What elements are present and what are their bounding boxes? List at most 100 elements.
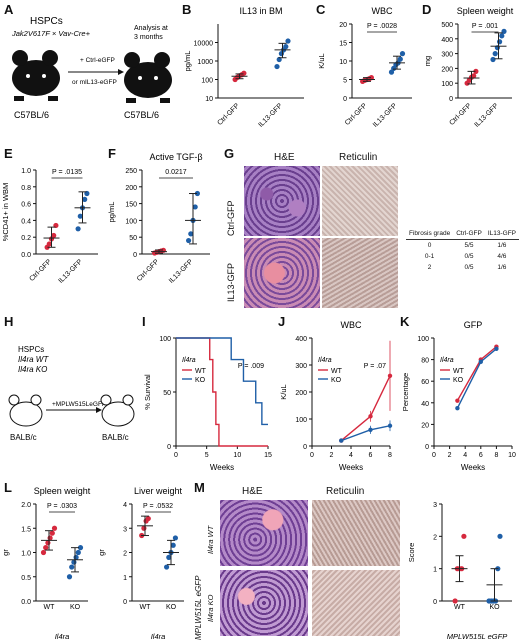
table-row: 0-1 0/5 4/6: [406, 251, 519, 262]
y-tick-label: 20: [421, 422, 429, 429]
table-cell: 1/6: [497, 264, 507, 271]
panel-a-analysis: Analysis at 3 months: [134, 25, 168, 41]
panel-h-mouse-left-label: BALB/c: [10, 433, 37, 442]
mouse-icon-right: [124, 52, 172, 103]
y-tick-label: 400: [295, 336, 307, 343]
x-axis-label: Il4ra: [55, 632, 70, 641]
p-value-annotation: P = .0532: [143, 503, 173, 510]
y-axis-label: % Survival: [143, 374, 152, 410]
data-point: [69, 564, 75, 570]
table-cell: 4/6: [497, 253, 507, 260]
y-tick-label: 250: [125, 168, 137, 175]
panel-a-arrow-bottom: or mIL13-eGFP: [72, 79, 117, 86]
panel-label-j: J: [278, 314, 286, 329]
chart-f-tgfb: Active TGF-β 0 50 100 150 200 250 pg/mL Ctrl-GFP…: [107, 152, 210, 285]
y-axis-label: gr: [1, 549, 10, 556]
data-point: [192, 204, 198, 210]
y-tick-label: 100: [295, 417, 307, 424]
legend-label: KO: [195, 377, 206, 384]
y-tick-label: 0: [167, 444, 171, 451]
data-point: [283, 44, 289, 50]
mouse-icon-left: [12, 50, 60, 101]
panel-label-l: L: [4, 480, 12, 495]
chart-title: IL13 in BM: [239, 6, 282, 16]
data-point: [164, 564, 170, 570]
m-ret-ko-image: [312, 570, 400, 636]
data-point: [77, 545, 84, 551]
y-tick-label: 0: [449, 96, 453, 103]
data-point: [47, 535, 53, 541]
g-row2: IL13-GFP: [226, 262, 236, 302]
y-axis-label: %CD41+ in WBM: [1, 183, 10, 242]
panel-label-i: I: [142, 314, 146, 329]
panel-a-schematic: HSPCs Jak2V617F × Vav-Cre+ + Ctrl-eGFP o…: [11, 16, 172, 120]
y-axis-label: pg/mL: [107, 202, 116, 223]
panel-m: H&E Reticulin MPLW515L eGFP Il4ra WT Il4…: [194, 480, 520, 643]
y-tick-label: 0.6: [21, 202, 31, 209]
y-tick-label: 2: [433, 534, 437, 541]
y-tick-label: 50: [163, 390, 171, 397]
y-tick-label: 20: [339, 22, 347, 29]
x-tick-label: IL13-GFP: [372, 102, 399, 129]
y-axis-label: pg/mL: [183, 51, 192, 72]
g-table-header: Ctrl-GFP: [453, 228, 485, 240]
x-tick-label: IL13-GFP: [168, 258, 195, 285]
data-point: [494, 346, 499, 351]
data-point: [194, 190, 200, 197]
panel-a-title: HSPCs: [30, 16, 63, 27]
chart-title: Active TGF-β: [149, 152, 202, 162]
y-tick-label: 0: [343, 96, 347, 103]
y-tick-label: 100: [159, 336, 171, 343]
data-point: [49, 530, 55, 536]
chart-e-cd41: 0.0 0.2 0.4 0.6 0.8 1.0 %CD41+ in WBM Ctrl-GFP I…: [1, 168, 98, 285]
x-axis-label: Weeks: [339, 463, 363, 472]
m-row1: Il4ra WT: [206, 525, 215, 554]
legend-label: WT: [195, 368, 207, 375]
x-tick-label: 2: [448, 452, 452, 459]
y-tick-label: 10000: [194, 41, 214, 48]
p-value-annotation: 0.0217: [165, 169, 187, 176]
chart-l-spleen: Spleen weight 0.0 0.5 1.0 1.5 2.0 gr WT KO Il4ra P…: [1, 486, 91, 641]
panel-label-d: D: [422, 2, 432, 17]
data-point: [43, 545, 49, 551]
chart-title: Spleen weight: [34, 486, 91, 496]
y-tick-label: 1: [123, 575, 127, 582]
mouse-icon-right-outline: [100, 394, 135, 427]
g-he-ctrl-image: [244, 166, 320, 236]
m-col-he: H&E: [242, 486, 263, 497]
legend-title: Il4ra: [318, 357, 332, 364]
panel-label-f: F: [108, 146, 116, 161]
g-table-header: IL13-GFP: [484, 228, 520, 240]
y-tick-label: 0.8: [21, 185, 31, 192]
table-cell: 1/6: [497, 242, 507, 249]
y-tick-label: 200: [295, 390, 307, 397]
y-tick-label: 1000: [197, 59, 213, 66]
x-tick-label: IL13-GFP: [473, 102, 500, 129]
g-table-header: Fibrosis grade: [406, 228, 454, 240]
chart-title: WBC: [372, 6, 393, 16]
x-tick-label: Ctrl-GFP: [28, 258, 53, 283]
y-tick-label: 100: [201, 78, 213, 85]
y-tick-label: 0.0: [21, 599, 31, 606]
g-ret-il13-image: [322, 238, 398, 308]
x-tick-label: WT: [140, 604, 152, 611]
data-point: [66, 574, 73, 580]
y-axis-label: Percentage: [401, 373, 410, 411]
y-tick-label: 500: [441, 22, 453, 29]
table-cell: 0/5: [464, 253, 474, 260]
y-tick-label: 1.0: [21, 551, 31, 558]
data-point: [368, 75, 374, 81]
legend-label: WT: [453, 368, 465, 375]
data-point: [51, 525, 58, 531]
y-tick-label: 3: [123, 526, 127, 533]
p-value-annotation: P = .07: [364, 363, 386, 370]
y-tick-label: 80: [421, 358, 429, 365]
y-tick-label: 100: [417, 336, 429, 343]
y-tick-label: 0: [303, 444, 307, 451]
x-tick-label: IL13-GFP: [257, 102, 284, 129]
y-axis-label: gr: [97, 549, 106, 556]
x-tick-label: WT: [454, 604, 466, 611]
table-cell: 2: [427, 264, 432, 271]
data-point: [73, 554, 79, 560]
panel-h-mouse-right-label: BALB/c: [102, 433, 129, 442]
